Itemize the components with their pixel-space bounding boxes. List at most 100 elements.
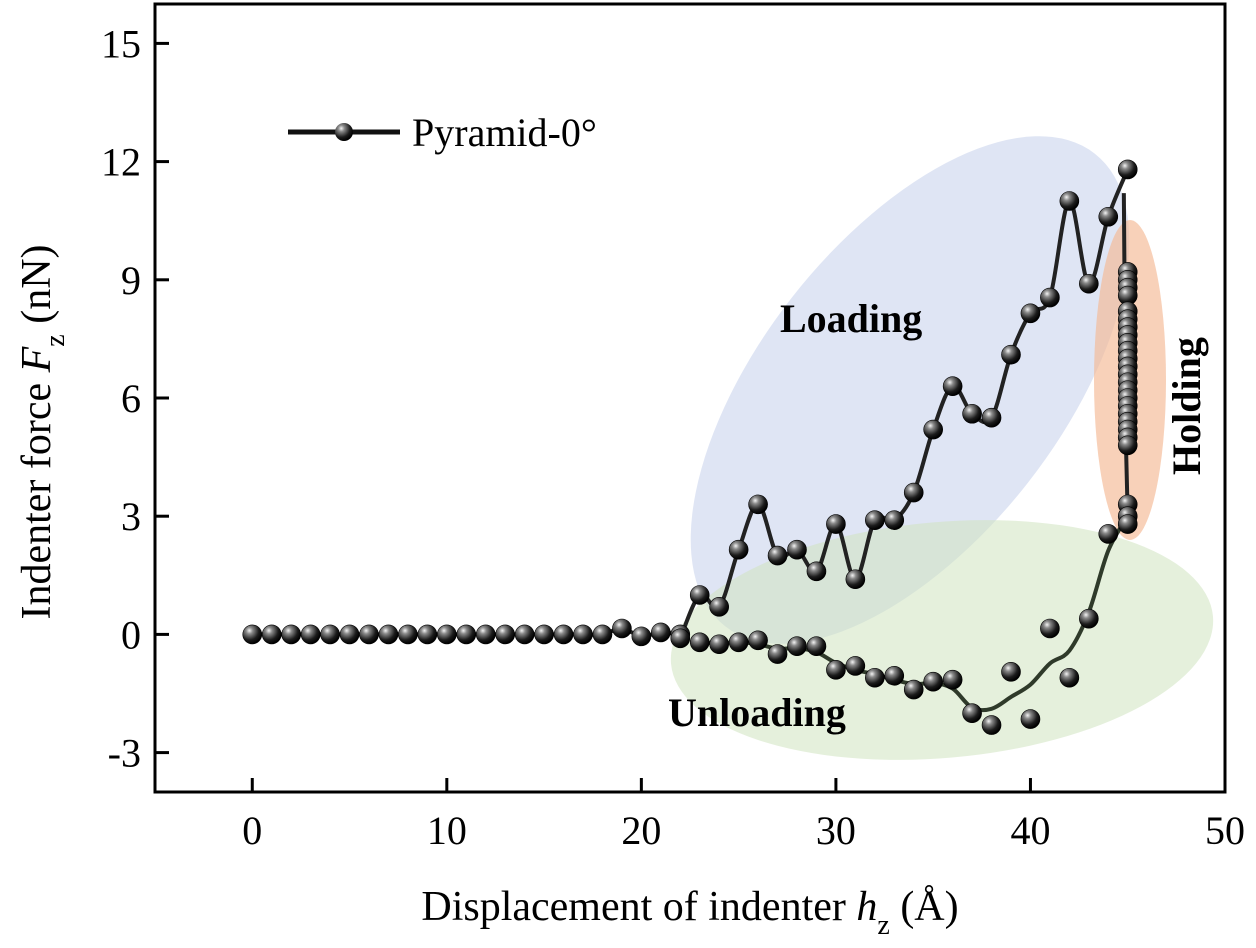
unloading-point [1079,608,1099,629]
loading-point [1117,159,1138,180]
unloading-point [1098,524,1119,544]
loading-point [942,376,963,396]
loading-point [923,419,943,440]
approach-point [573,624,593,645]
x-axis-title-sub: z [877,910,889,941]
loading-point [748,494,768,515]
approach-point [281,624,301,645]
approach-point [553,624,574,645]
approach-point [398,624,418,645]
loading-point [709,597,729,617]
unloading-point [865,667,885,688]
loading-point [962,403,982,424]
loading-label: Loading [780,296,922,341]
unloading-point [806,636,827,657]
loading-point [1098,206,1119,227]
approach-point [300,624,321,645]
loading-point [670,628,691,649]
y-tick-label: 0 [121,612,141,657]
x-tick-label: 10 [427,808,467,853]
x-tick-label: 20 [621,808,661,853]
legend-marker [335,123,353,141]
unloading-label: Unloading [668,690,846,735]
holding-point [1117,435,1138,456]
unloading-point [981,715,1002,735]
loading-point [728,539,749,560]
x-tick-label: 40 [1010,808,1050,853]
holding-point [1117,514,1138,534]
loading-point [845,569,866,590]
approach-point [261,624,282,645]
unloading-region [670,520,1214,760]
approach-point [359,624,379,645]
loading-point [903,482,924,503]
unloading-point [748,630,768,651]
unloading-point [1059,667,1080,688]
legend: Pyramid-0° [288,110,597,155]
unloading-point [884,665,905,686]
y-axis-title-sub: z [40,334,71,346]
x-tick-label: 30 [816,808,856,853]
x-axis-title-symbol: h [856,884,877,930]
unloading-point [1040,618,1060,639]
approach-point [631,626,652,647]
x-axis-title-unit: (Å) [890,884,959,930]
approach-point [456,624,477,645]
unloading-point [903,679,924,700]
y-axis-title-unit: (nN) [14,244,60,334]
approach-point [651,622,671,643]
loading-point [865,510,885,530]
region-layer [670,136,1214,760]
approach-point [242,624,263,645]
unloading-point [962,703,982,724]
unloading-point [923,671,943,692]
loading-point [787,539,807,560]
approach-point [495,624,515,645]
y-tick-label: 12 [101,140,141,185]
loading-point [1040,287,1060,308]
y-axis-title-text: Indenter force [14,372,60,619]
unloading-point [1001,662,1021,682]
loading-point [767,545,788,566]
x-tick-label: 50 [1205,808,1245,853]
unloading-point [767,644,788,664]
x-axis-title-text: Displacement of indenter [421,884,856,930]
loading-point [884,510,905,530]
approach-point [475,624,496,645]
approach-point [534,624,554,645]
legend-label: Pyramid-0° [412,110,597,155]
y-axis: -3 0 3 6 9 12 15 [101,21,169,776]
approach-point [320,624,340,645]
unloading-point [826,660,846,680]
approach-point [339,624,360,645]
y-tick-label: 6 [121,376,141,421]
loading-point [1059,191,1080,211]
y-tick-label: 9 [121,258,141,303]
loading-point [826,514,846,534]
loading-region [690,136,1130,644]
unloading-point [689,632,710,653]
loading-point [1020,303,1041,324]
approach-point [437,624,457,645]
unloading-point [787,636,807,657]
unloading-point [1020,709,1041,729]
y-axis-title: Indenter force Fz (nN) [14,244,71,619]
marker-layer [242,159,1138,735]
x-tick-label: 0 [242,808,262,853]
unloading-point [845,656,866,676]
loading-point [981,407,1002,428]
approach-point [417,624,438,645]
approach-point [514,624,535,645]
unloading-point [709,634,729,655]
loading-point [1001,344,1021,365]
unloading-point [728,632,749,653]
y-tick-label: 15 [101,21,141,66]
loading-point [689,585,710,605]
approach-point [612,618,632,639]
loading-point [1079,273,1099,294]
unloading-point [942,669,963,690]
loading-point [806,561,827,582]
approach-point [592,624,613,645]
